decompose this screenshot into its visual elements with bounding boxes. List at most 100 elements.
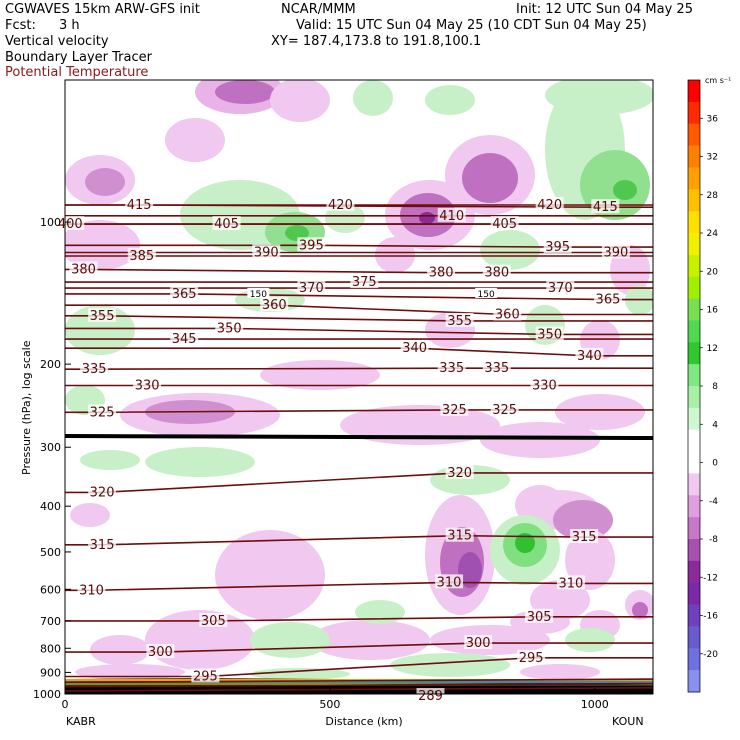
colorbar-swatch [688,276,700,299]
isentrope-label-bg [440,401,469,416]
isentrope-line [65,293,653,301]
isentrope-label-bg [437,207,466,222]
isentrope-label: 300 [148,645,173,660]
isentrope-label-bg [593,291,622,306]
colorbar-swatch [688,101,700,125]
isentrope-label: 335 [484,361,509,376]
isentrope-label: 365 [172,287,197,302]
colorbar-label: 12 [707,344,718,354]
isentrope-label-bg [56,216,85,231]
colorbar: 36 32 28 24 20 16 12 8 4 0 -4 -8 -12 -16 -20 [687,79,719,693]
colorbar-swatch [688,386,700,409]
init-time: Init: 12 UTC Sun 04 May 25 [516,2,693,17]
x-endpoint-right: KOUN [612,715,644,728]
isentrope-label-bg [170,285,199,300]
colorbar-label: -4 [709,497,718,507]
isentrope-label: 315 [90,538,115,553]
y-tick-label: 400 [40,500,61,513]
isentrope-label-bg [490,216,519,231]
isentrope-label-bg [575,347,604,362]
y-tick-label: 900 [40,666,61,679]
colorbar-label: 4 [712,420,718,430]
colorbar-swatch [688,626,700,649]
isentrope-label-bg [297,280,326,295]
colorbar-units: cm s⁻¹ [705,76,731,85]
x-tick-label: 1000 [581,698,609,711]
colorbar-label: 0 [712,459,718,469]
colorbar-swatch [688,670,700,693]
isentrope-label: 325 [442,403,467,418]
x-tick-label: 500 [319,698,340,711]
isentrope-line [65,682,653,688]
isentrope-label-bg [191,668,220,683]
colorbar-swatch [688,123,700,146]
isentrope-label-bg [80,361,109,376]
isentrope-label-bg [591,199,620,214]
isentrope-line [65,315,653,322]
model-title: CGWAVES 15km ARW-GFS init [5,2,200,17]
isentrope-label-bg [127,247,156,262]
isentrope-label-bg [435,574,464,589]
isentrope-label: 380 [71,262,96,277]
forecast-label: Fcst: [5,18,36,33]
isentrope-label: 305 [201,614,226,629]
isentrope-label-bg [493,306,522,321]
colorbar-swatch [688,495,700,518]
boundary-layer-tracer-contour [65,434,653,440]
colorbar-swatch [688,604,700,627]
colorbar-swatch [688,517,700,540]
isentrope-line [65,304,653,316]
colorbar-swatch [688,473,700,496]
isentrope-label: 400 [58,217,83,232]
colorbar-swatch [688,80,700,103]
isentrope-label: 365 [596,293,621,308]
isentrope-label-bg [77,582,106,597]
isentrope-label: 420 [328,198,353,213]
tracer-label-bg [247,287,270,298]
isentrope-label: 330 [135,379,160,394]
colorbar-label: -12 [703,573,718,583]
isentrope-label-bg [350,274,379,289]
isentrope-label: 390 [254,245,279,260]
isentrope-line [65,687,653,692]
isentrope-label-bg [297,237,326,252]
isentrope-label: 295 [519,651,544,666]
isentrope-label: 355 [90,309,115,324]
isentrope-label-bg [326,196,355,211]
isentrope-label-bg [69,261,98,276]
isentrope-label-bg [543,239,572,254]
isentrope-label: 310 [558,576,583,591]
tracer-label: 150 [250,290,267,300]
isentrope-label-bg [601,244,630,259]
isentrope-label-bg [556,575,585,590]
isentrope-label: 310 [79,583,104,598]
isentrope-label-bg [517,649,546,664]
isentrope-label: 380 [429,266,454,281]
colorbar-swatch [688,254,700,278]
isentrope-label-bg [416,688,445,703]
isentrope-label: 305 [527,610,552,625]
colorbar-label: -20 [703,650,718,660]
isentrope-label: 405 [492,217,517,232]
colorbar-swatch [688,539,700,562]
forecast-hour: 3 h [59,18,80,33]
organization-label: NCAR/MMM [281,2,356,17]
isentrope-label: 310 [437,575,462,590]
isentrope-label: 415 [593,200,618,215]
colorbar-label: 36 [707,114,719,124]
isentrope-label: 315 [447,529,472,544]
y-tick-label: 800 [40,642,61,655]
field-potential-temperature: Potential Temperature [5,65,149,80]
isentrope-label-bg [535,196,564,211]
y-tick-label: 200 [40,358,61,371]
colorbar-label: 24 [707,229,719,239]
y-tick-label: 1000 [33,688,61,701]
isentrope-label: 370 [299,281,324,296]
colorbar-swatch [688,298,700,321]
isentrope-line [65,347,653,357]
isentrope-line [65,642,653,653]
colorbar-label: 8 [712,382,718,392]
colorbar-swatch [688,145,700,168]
isentrope-label: 370 [548,281,573,296]
colorbar-swatch [688,429,700,452]
